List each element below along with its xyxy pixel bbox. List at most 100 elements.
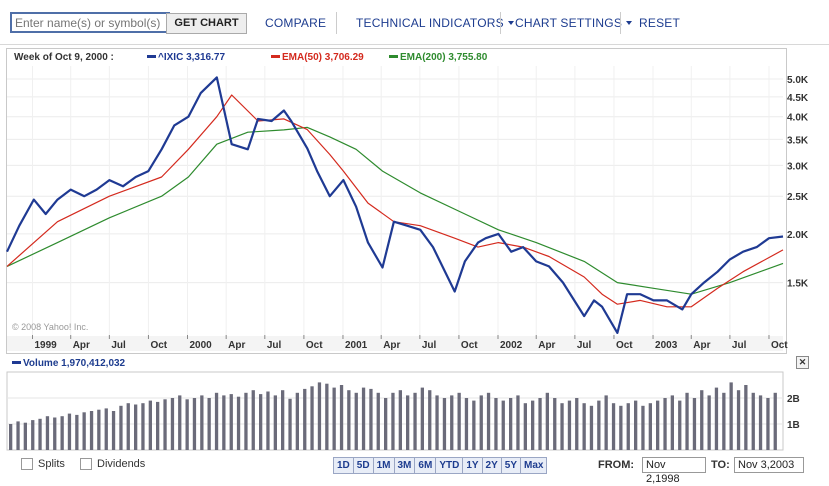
ema200-line bbox=[6, 126, 784, 295]
legend-ema50-label: EMA(50) bbox=[282, 52, 323, 63]
volume-bar bbox=[60, 416, 64, 450]
volume-bar bbox=[501, 400, 505, 450]
volume-bar bbox=[332, 387, 336, 450]
volume-bar bbox=[67, 413, 72, 450]
volume-bar bbox=[347, 390, 351, 450]
splits-checkbox[interactable] bbox=[21, 458, 33, 470]
volume-bar bbox=[192, 398, 197, 450]
range-3m-button[interactable]: 3M bbox=[395, 458, 416, 473]
volume-bar bbox=[361, 387, 366, 450]
range-1m-button[interactable]: 1M bbox=[374, 458, 395, 473]
y-tick-label: 1.5K bbox=[787, 279, 809, 290]
volume-bar bbox=[626, 403, 630, 450]
volume-bar bbox=[251, 390, 255, 450]
volume-bar bbox=[369, 388, 373, 450]
volume-bar bbox=[104, 408, 108, 450]
toolbar-divider bbox=[620, 12, 621, 34]
volume-bar bbox=[428, 390, 432, 450]
x-tick-label: Oct bbox=[150, 340, 167, 351]
y-tick-label: 4.5K bbox=[787, 93, 809, 104]
range-1d-button[interactable]: 1D bbox=[334, 458, 354, 473]
x-tick-label: Jul bbox=[732, 340, 747, 351]
from-date-input[interactable]: Nov 2,1998 bbox=[642, 457, 706, 485]
volume-bar bbox=[722, 392, 726, 450]
volume-bar bbox=[244, 392, 248, 450]
get-chart-button[interactable]: GET CHART bbox=[166, 13, 247, 34]
volume-bar bbox=[303, 388, 307, 450]
volume-bar bbox=[266, 391, 270, 450]
volume-label: Volume bbox=[23, 358, 59, 369]
to-label: TO: bbox=[711, 459, 730, 471]
volume-bar bbox=[82, 412, 86, 450]
x-tick-label: Oct bbox=[616, 340, 633, 351]
volume-bar bbox=[200, 395, 204, 450]
volume-bar bbox=[259, 394, 263, 450]
y-tick-label: 3.5K bbox=[787, 135, 809, 146]
volume-bar bbox=[236, 396, 241, 450]
volume-bar bbox=[207, 398, 211, 450]
x-tick-label: Jul bbox=[577, 340, 592, 351]
volume-bar bbox=[295, 392, 299, 450]
volume-bar bbox=[692, 398, 697, 450]
volume-bar bbox=[516, 395, 520, 450]
copyright-text: © 2008 Yahoo! Inc. bbox=[12, 322, 88, 332]
volume-bar bbox=[560, 403, 564, 450]
x-axis-band bbox=[7, 336, 783, 351]
range-max-button[interactable]: Max bbox=[524, 460, 544, 471]
close-volume-button[interactable]: ✕ bbox=[796, 356, 809, 369]
range-1y-button[interactable]: 1Y bbox=[463, 458, 483, 473]
reset-button[interactable]: RESET bbox=[639, 16, 681, 30]
legend-period: Week of Oct 9, 2000 : bbox=[14, 52, 114, 63]
volume-bar bbox=[685, 392, 689, 450]
volume-bar bbox=[656, 400, 660, 450]
volume-bar bbox=[707, 395, 711, 450]
range-5y-button[interactable]: 5Y bbox=[502, 458, 522, 473]
volume-bar bbox=[435, 395, 439, 450]
volume-bar bbox=[486, 392, 491, 450]
volume-bar bbox=[45, 416, 50, 450]
y-tick-label: 5.0K bbox=[787, 75, 809, 86]
legend-ema200-value: 3,755.80 bbox=[448, 52, 488, 63]
compare-button[interactable]: COMPARE bbox=[265, 16, 327, 30]
volume-tick-label: 2B bbox=[787, 394, 800, 405]
volume-bar bbox=[111, 411, 116, 450]
volume-bar bbox=[398, 390, 402, 450]
technical-indicators-menu[interactable]: TECHNICAL INDICATORS bbox=[356, 16, 514, 30]
volume-bar bbox=[170, 398, 175, 450]
range-2y-button[interactable]: 2Y bbox=[483, 458, 502, 473]
legend-ixic-swatch bbox=[147, 55, 156, 58]
volume-bar bbox=[582, 403, 586, 450]
volume-bar bbox=[538, 398, 542, 450]
symbol-input[interactable] bbox=[10, 12, 170, 33]
chart-grid bbox=[7, 66, 783, 335]
x-tick-label: Apr bbox=[383, 340, 400, 351]
chart-settings-menu[interactable]: CHART SETTINGS bbox=[515, 16, 633, 30]
range-6m-button[interactable]: 6M bbox=[415, 458, 437, 473]
volume-bar bbox=[134, 404, 138, 450]
ixic-price-line bbox=[6, 76, 784, 334]
to-date-input[interactable]: Nov 3,2003 bbox=[734, 457, 804, 473]
range-ytd-button[interactable]: YTD bbox=[436, 458, 464, 473]
volume-bar bbox=[758, 395, 763, 450]
y-tick-label: 2.5K bbox=[787, 192, 809, 203]
x-tick-label: Apr bbox=[538, 340, 555, 351]
from-label: FROM: bbox=[598, 459, 635, 471]
legend-ema50-swatch bbox=[271, 55, 280, 58]
volume-chart: 2B 1B bbox=[6, 371, 800, 451]
volume-bar bbox=[442, 398, 447, 450]
volume-bar bbox=[420, 387, 424, 450]
range-5d-button[interactable]: 5D bbox=[354, 458, 374, 473]
x-tick-label: Apr bbox=[693, 340, 710, 351]
x-tick-label: 1999 bbox=[34, 340, 57, 351]
x-tick-label: Oct bbox=[771, 340, 788, 351]
volume-bar bbox=[31, 420, 35, 450]
volume-bar bbox=[479, 395, 483, 450]
volume-bar bbox=[744, 385, 748, 450]
volume-bar bbox=[413, 392, 417, 450]
dividends-checkbox[interactable] bbox=[80, 458, 92, 470]
chart-frame bbox=[6, 48, 787, 354]
volume-bar bbox=[89, 411, 94, 450]
dividends-label: Dividends bbox=[97, 458, 146, 470]
x-tick-label: Jul bbox=[422, 340, 437, 351]
